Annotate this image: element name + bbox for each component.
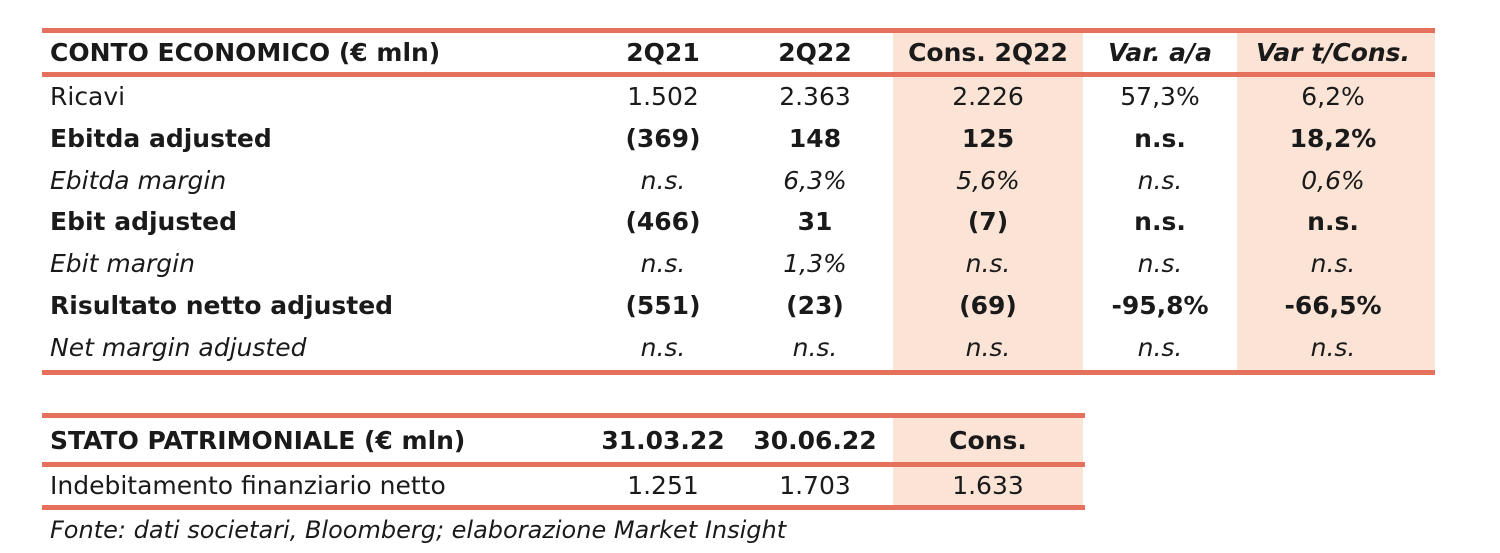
column-header: 2Q22	[778, 38, 852, 67]
table-cell: 1.703	[779, 471, 851, 500]
column-header: Cons.	[949, 426, 1027, 455]
table-cell: n.s.	[965, 332, 1011, 362]
column-header: Cons. 2Q22	[908, 38, 1068, 67]
rule	[42, 370, 1435, 375]
table-cell: 1.633	[952, 471, 1024, 500]
table-cell: n.s.	[640, 165, 686, 195]
row-label: Ebit margin	[50, 249, 195, 279]
row-label: Risultato netto adjusted	[50, 291, 394, 320]
table-cell: 1.251	[627, 471, 699, 500]
rule	[42, 72, 1435, 77]
column-header: 2Q21	[626, 38, 700, 67]
table-cell: -95,8%	[1111, 291, 1209, 320]
table-cell: n.s.	[1310, 332, 1356, 362]
table-cell: n.s.	[792, 332, 838, 362]
table-cell: (369)	[625, 123, 701, 153]
table-cell: n.s.	[1137, 165, 1183, 195]
rule	[42, 28, 1435, 33]
table-cell: (466)	[625, 207, 701, 237]
table-cell: 57,3%	[1120, 82, 1200, 111]
table-cell: 125	[961, 123, 1015, 153]
table-cell: 1.502	[627, 82, 699, 111]
table-cell: (23)	[786, 291, 844, 320]
row-label: Indebitamento finanziario netto	[50, 471, 446, 500]
table-cell: n.s.	[1134, 207, 1186, 237]
table-cell: 6,2%	[1301, 82, 1365, 111]
table-cell: n.s.	[1137, 249, 1183, 279]
table-cell: n.s.	[640, 249, 686, 279]
table-cell: (551)	[625, 291, 701, 320]
table-cell: n.s.	[1307, 207, 1359, 237]
table-cell: (69)	[959, 291, 1017, 320]
column-header: CONTO ECONOMICO (€ mln)	[50, 38, 441, 67]
table-cell: n.s.	[1134, 123, 1186, 153]
table-cell: 0,6%	[1301, 165, 1365, 195]
row-label: Ricavi	[50, 82, 126, 111]
rule	[42, 413, 1085, 418]
column-header: Var. a/a	[1107, 38, 1213, 67]
column-header: 30.06.22	[753, 426, 877, 455]
table-cell: 2.226	[952, 82, 1024, 111]
row-label: Ebitda adjusted	[50, 123, 272, 153]
rule	[42, 505, 1085, 510]
table-cell: 2.363	[779, 82, 851, 111]
table-cell: 18,2%	[1289, 123, 1377, 153]
row-label: Net margin adjusted	[50, 332, 307, 362]
row-label: Ebit adjusted	[50, 207, 238, 237]
table-cell: 1,3%	[783, 249, 847, 279]
shaded-column	[1237, 28, 1435, 370]
column-header: 31.03.22	[601, 426, 725, 455]
table-cell: n.s.	[1310, 249, 1356, 279]
shaded-column	[893, 413, 1083, 505]
table-cell: (7)	[967, 207, 1009, 237]
shaded-column	[893, 28, 1083, 370]
table-cell: -66,5%	[1284, 291, 1382, 320]
table-cell: n.s.	[965, 249, 1011, 279]
table-cell: 5,6%	[956, 165, 1020, 195]
table-cell: n.s.	[1137, 332, 1183, 362]
table-cell: 6,3%	[783, 165, 847, 195]
row-label: Ebitda margin	[50, 165, 227, 195]
rule	[42, 462, 1085, 467]
table-cell: 31	[797, 207, 833, 237]
column-header: STATO PATRIMONIALE (€ mln)	[50, 426, 466, 455]
column-header: Var t/Cons.	[1255, 38, 1411, 67]
source-note: Fonte: dati societari, Bloomberg; elabor…	[50, 516, 787, 544]
table-cell: n.s.	[640, 332, 686, 362]
table-cell: 148	[788, 123, 842, 153]
